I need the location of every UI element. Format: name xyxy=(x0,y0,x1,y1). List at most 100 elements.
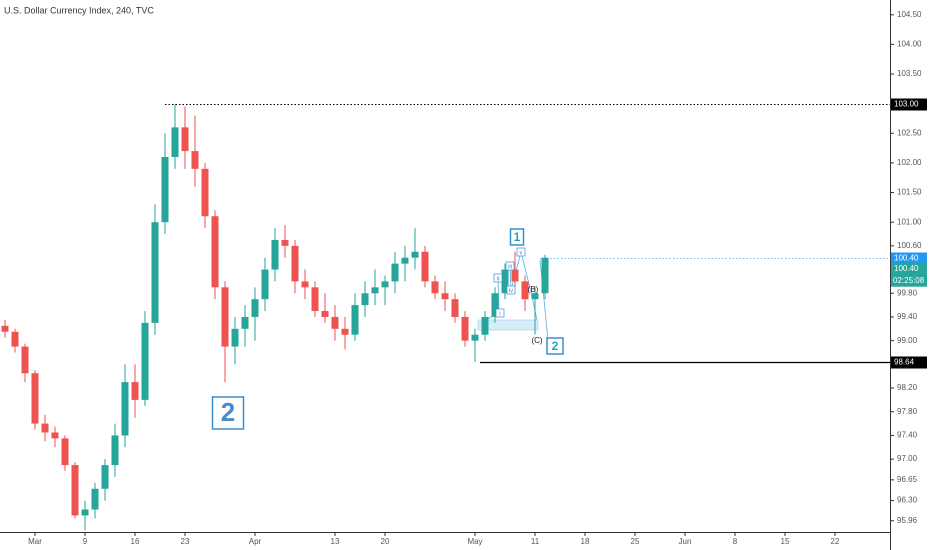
candle-body xyxy=(401,257,409,264)
candle-body xyxy=(451,299,459,317)
candle-body xyxy=(281,239,289,246)
y-tick-label: 101.00 xyxy=(897,217,922,226)
candle-body xyxy=(241,316,249,329)
y-tick-label: 99.40 xyxy=(897,312,918,321)
zone xyxy=(477,319,539,331)
wave-path xyxy=(481,251,538,323)
candle-body xyxy=(461,316,469,341)
candle-body xyxy=(521,281,529,300)
chart-title: U.S. Dollar Currency Index, 240, TVC xyxy=(4,5,154,15)
candle-body xyxy=(161,156,169,223)
annotation-box xyxy=(211,396,245,430)
candle-body xyxy=(541,257,549,294)
annotation: i xyxy=(499,312,500,318)
candle-body xyxy=(181,127,189,152)
candle-body xyxy=(411,251,419,258)
candle-body xyxy=(101,465,109,489)
candle-body xyxy=(361,293,369,306)
candle-body xyxy=(231,328,239,347)
x-tick-label: 13 xyxy=(331,537,340,546)
candle-body xyxy=(51,432,59,439)
candle-body xyxy=(91,488,99,510)
candle-body xyxy=(511,269,519,282)
x-tick-label: 9 xyxy=(83,537,88,546)
y-tick-label: 99.00 xyxy=(897,336,918,345)
x-tick-label: Jun xyxy=(679,537,692,546)
candle-body xyxy=(321,311,329,317)
y-tick-label: 96.65 xyxy=(897,475,918,484)
candle-body xyxy=(481,316,489,335)
y-tick-label: 99.80 xyxy=(897,288,918,297)
annotation-box xyxy=(516,247,526,257)
candle-body xyxy=(171,127,179,157)
candle-body xyxy=(391,263,399,282)
candle-body xyxy=(121,382,129,436)
candle-body xyxy=(141,322,149,400)
level-label: 98.64 xyxy=(894,358,915,367)
candle-body xyxy=(21,346,29,374)
annotation: (B) xyxy=(528,285,539,294)
candle-body xyxy=(371,287,379,294)
y-tick-label: 97.80 xyxy=(897,407,918,416)
x-tick-label: 15 xyxy=(781,537,790,546)
candle-body xyxy=(111,435,119,466)
candle-body xyxy=(441,293,449,300)
annotation: 1 xyxy=(514,230,521,244)
candle-body xyxy=(131,382,139,400)
annotation: (C) xyxy=(531,336,542,345)
level-label: 103.00 xyxy=(894,100,919,109)
candle-body xyxy=(221,287,229,347)
y-tick-label: 97.00 xyxy=(897,454,918,463)
x-tick-label: 11 xyxy=(531,537,540,546)
x-tick-label: 8 xyxy=(733,537,738,546)
candle-body xyxy=(381,281,389,288)
candle-body xyxy=(311,287,319,312)
annotation: iii xyxy=(508,265,512,271)
last-price-label: 100.40 xyxy=(894,264,919,273)
annotation-box xyxy=(493,273,503,283)
candle-body xyxy=(291,245,299,282)
level-label-box xyxy=(891,98,927,111)
level-label: 100.40 xyxy=(894,254,919,263)
countdown: 02:25:08 xyxy=(893,276,925,285)
x-tick-label: 16 xyxy=(131,537,140,546)
candle-body xyxy=(341,328,349,335)
candle-body xyxy=(31,373,39,424)
candle-body xyxy=(211,216,219,288)
candle-body xyxy=(191,151,199,169)
candle-body xyxy=(471,334,479,341)
y-tick-label: 104.00 xyxy=(897,40,922,49)
x-tick-label: Apr xyxy=(249,537,262,546)
candle-body xyxy=(261,269,269,300)
candle-body xyxy=(491,293,499,317)
candle-body xyxy=(11,331,19,347)
candle-body xyxy=(501,269,509,294)
candle-body xyxy=(201,168,209,217)
candle-body xyxy=(41,423,49,433)
x-tick-label: May xyxy=(467,537,482,546)
y-tick-label: 101.50 xyxy=(897,188,922,197)
candle-body xyxy=(61,438,69,466)
annotation-box xyxy=(505,261,515,271)
x-tick-label: 23 xyxy=(181,537,190,546)
annotation-box xyxy=(506,285,516,295)
candle-body xyxy=(351,305,359,335)
y-tick-label: 100.60 xyxy=(897,241,922,250)
annotation: ii xyxy=(497,277,500,283)
candle-body xyxy=(271,239,279,270)
candle-body xyxy=(531,293,539,300)
annotation-box xyxy=(509,228,525,246)
annotation: 2 xyxy=(552,339,559,353)
annotation-box xyxy=(495,308,505,318)
y-tick-label: 102.50 xyxy=(897,128,922,137)
candle-body xyxy=(81,509,89,516)
y-tick-label: 102.00 xyxy=(897,158,922,167)
candle-body xyxy=(421,251,429,282)
x-tick-label: 20 xyxy=(381,537,390,546)
last-price-box xyxy=(891,262,927,287)
x-tick-label: 25 xyxy=(631,537,640,546)
candle-body xyxy=(71,465,79,516)
annotation: v xyxy=(520,251,523,257)
